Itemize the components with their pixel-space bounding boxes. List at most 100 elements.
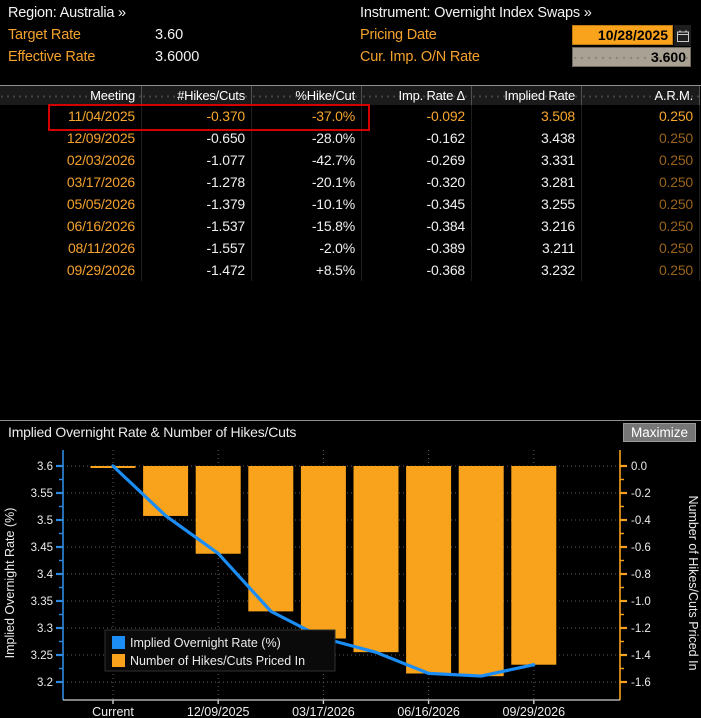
value-cell: 3.281 [472,171,582,193]
target-rate-label: Target Rate [8,27,81,43]
legend-bar-swatch [112,654,125,667]
value-cell: -0.384 [362,215,472,237]
value-cell: -20.1% [252,171,362,193]
value-cell: -0.368 [362,259,472,281]
calendar-icon[interactable] [674,25,691,46]
svg-text:Current: Current [92,705,134,718]
svg-text:3.2: 3.2 [37,677,53,689]
pricing-date-input[interactable]: 10/28/2025 [572,25,673,45]
table-row[interactable]: 03/17/2026 -1.278 -20.1% -0.320 3.281 0.250 [0,171,701,193]
svg-text:Number of Hikes/Cuts Priced In: Number of Hikes/Cuts Priced In [130,654,305,668]
svg-text:3.45: 3.45 [31,542,53,554]
chart-section: Implied Overnight Rate & Number of Hikes… [0,420,701,718]
value-cell: -1.379 [142,193,252,215]
meeting-date-cell[interactable]: 03/17/2026 [0,171,142,193]
svg-text:12/09/2025: 12/09/2025 [187,705,250,718]
value-cell: -0.650 [142,127,252,149]
maximize-button[interactable]: Maximize [622,423,696,442]
value-cell: 0.250 [582,259,700,281]
meetings-table: Meeting #Hikes/Cuts %Hike/Cut Imp. Rate Δ Im… [0,85,701,420]
svg-text:3.5: 3.5 [37,515,53,527]
value-cell: 3.508 [472,105,582,127]
table-row[interactable]: 09/29/2026 -1.472 +8.5% -0.368 3.232 0.250 [0,259,701,281]
svg-text:3.25: 3.25 [31,650,53,662]
svg-text:Implied Overnight Rate (%): Implied Overnight Rate (%) [130,636,281,650]
meeting-date-cell[interactable]: 12/09/2025 [0,127,142,149]
svg-text:-1.0: -1.0 [631,596,651,608]
legend-line-swatch [112,636,125,649]
value-cell: 0.250 [582,215,700,237]
left-axis-title: Implied Overnight Rate (%) [3,508,17,659]
value-cell: -1.278 [142,171,252,193]
svg-text:-0.2: -0.2 [631,488,651,500]
svg-text:09/29/2026: 09/29/2026 [503,705,566,718]
chart-legend: Implied Overnight Rate (%) Number of Hike… [104,629,336,672]
axes: 3.6 3.55 3.5 3.45 3.4 3.35 3.3 3.25 3.2 0.0 -0.2 -0… [31,450,651,718]
svg-text:3.6: 3.6 [37,461,53,473]
value-cell: 3.216 [472,215,582,237]
value-cell: -0.389 [362,237,472,259]
svg-text:-1.6: -1.6 [631,677,651,689]
value-cell: 3.331 [472,149,582,171]
table-row[interactable]: 12/09/2025 -0.650 -28.0% -0.162 3.438 0.250 [0,127,701,149]
region-selector[interactable]: Region: Australia » [8,5,126,21]
value-cell: -1.557 [142,237,252,259]
svg-text:06/16/2026: 06/16/2026 [397,705,460,718]
svg-text:3.4: 3.4 [37,569,54,581]
meeting-date-cell[interactable]: 09/29/2026 [0,259,142,281]
value-cell: -28.0% [252,127,362,149]
column-header: Imp. Rate Δ [362,86,472,105]
value-cell: -37.0% [252,105,362,127]
table-body: 11/04/2025 -0.370 -37.0% -0.092 3.508 0.250 12… [0,105,701,281]
value-cell: 3.211 [472,237,582,259]
target-rate-value: 3.60 [155,27,184,43]
meeting-date-cell[interactable]: 06/16/2026 [0,215,142,237]
column-header: Implied Rate [472,86,582,105]
svg-text:-1.4: -1.4 [631,650,651,662]
rate-chart: 3.6 3.55 3.5 3.45 3.4 3.35 3.3 3.25 3.2 0.0 -0.2 -0… [3,450,700,718]
value-cell: -1.472 [142,259,252,281]
svg-text:0.0: 0.0 [631,461,647,473]
meeting-date-cell[interactable]: 08/11/2026 [0,237,142,259]
value-cell: -0.269 [362,149,472,171]
value-cell: 0.250 [582,237,700,259]
table-row[interactable]: 06/16/2026 -1.537 -15.8% -0.384 3.216 0.250 [0,215,701,237]
value-cell: 3.438 [472,127,582,149]
svg-text:-0.6: -0.6 [631,542,651,554]
table-row[interactable]: 08/11/2026 -1.557 -2.0% -0.389 3.211 0.250 [0,237,701,259]
value-cell: 0.250 [582,171,700,193]
column-header: %Hike/Cut [252,86,362,105]
svg-text:-0.4: -0.4 [631,515,651,527]
pricing-date-label: Pricing Date [360,27,437,43]
svg-text:3.55: 3.55 [31,488,53,500]
column-header: Meeting [0,86,142,105]
meeting-date-cell[interactable]: 05/05/2026 [0,193,142,215]
value-cell: 0.250 [582,105,700,127]
svg-text:03/17/2026: 03/17/2026 [292,705,355,718]
value-cell: -42.7% [252,149,362,171]
svg-text:3.35: 3.35 [31,596,53,608]
value-cell: -1.077 [142,149,252,171]
value-cell: -0.345 [362,193,472,215]
value-cell: 0.250 [582,127,700,149]
svg-text:3.3: 3.3 [37,623,53,635]
bars-series [90,466,557,677]
value-cell: -10.1% [252,193,362,215]
table-row[interactable]: 05/05/2026 -1.379 -10.1% -0.345 3.255 0.250 [0,193,701,215]
svg-text:-0.8: -0.8 [631,569,651,581]
column-header: #Hikes/Cuts [142,86,252,105]
meeting-date-cell[interactable]: 02/03/2026 [0,149,142,171]
value-cell: -0.320 [362,171,472,193]
table-row[interactable]: 02/03/2026 -1.077 -42.7% -0.269 3.331 0.250 [0,149,701,171]
cur-imp-rate-field: 3.600 [572,47,691,67]
value-cell: +8.5% [252,259,362,281]
value-cell: -0.162 [362,127,472,149]
effective-rate-label: Effective Rate [8,49,96,65]
table-row[interactable]: 11/04/2025 -0.370 -37.0% -0.092 3.508 0.250 [0,105,701,127]
value-cell: -2.0% [252,237,362,259]
value-cell: 3.232 [472,259,582,281]
cur-imp-rate-label: Cur. Imp. O/N Rate [360,49,480,65]
meeting-date-cell[interactable]: 11/04/2025 [0,105,142,127]
instrument-selector[interactable]: Instrument: Overnight Index Swaps » [360,5,592,21]
